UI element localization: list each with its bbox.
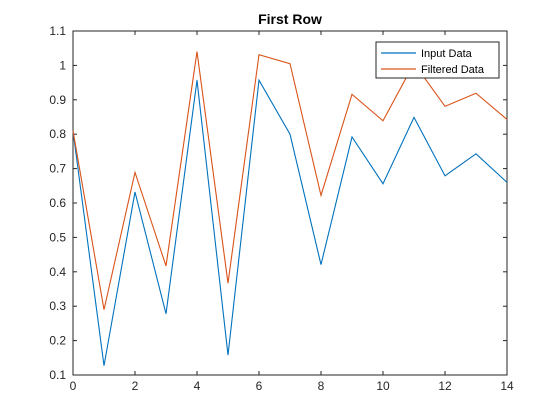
y-tick-label: 1.1 xyxy=(49,24,66,38)
plot-area: 0 2 4 6 8 10 12 14 0.1 0.2 0.3 0.4 0.5 0.6 0.7 0.8 0.9 1 1… xyxy=(49,24,514,393)
y-tick-label: 0.7 xyxy=(49,162,66,176)
y-tick-label: 0.9 xyxy=(49,93,66,107)
y-tick-label: 0.4 xyxy=(49,265,66,279)
y-tick-label: 0.1 xyxy=(49,368,66,382)
x-tick-label: 6 xyxy=(256,379,263,393)
legend-label: Input Data xyxy=(421,48,473,60)
y-tick-label: 0.5 xyxy=(49,230,66,244)
y-tick-label: 0.3 xyxy=(49,299,66,313)
x-tick-label: 8 xyxy=(318,379,325,393)
x-tick-label: 14 xyxy=(500,379,514,393)
y-tick-label: 0.2 xyxy=(49,334,66,348)
series-line-1 xyxy=(72,78,508,366)
legend-box xyxy=(375,41,500,79)
x-tick-label: 10 xyxy=(376,379,390,393)
x-tick-label: 12 xyxy=(438,379,452,393)
y-tick-label: 0.6 xyxy=(49,196,66,210)
series-line-2 xyxy=(72,51,508,310)
y-tick-label: 0.8 xyxy=(49,127,66,141)
legend: Input Data Filtered Data xyxy=(375,41,500,79)
x-tick-label: 2 xyxy=(132,379,139,393)
x-tick-label: 0 xyxy=(70,379,77,393)
legend-label: Filtered Data xyxy=(421,64,485,76)
chart-title: First Row xyxy=(258,11,322,27)
x-tick-label: 4 xyxy=(194,379,201,393)
y-tick-label: 1 xyxy=(59,58,66,72)
